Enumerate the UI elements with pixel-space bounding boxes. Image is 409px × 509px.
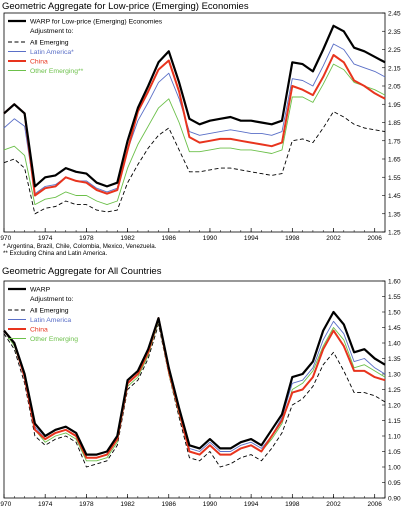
y-tick-label: 1.35: [388, 211, 401, 218]
series-line-other-emerging: [3, 63, 386, 206]
legend-label: WARP: [30, 287, 51, 294]
legend-label: Other Emerging: [30, 336, 78, 343]
y-tick-label: 1.55: [388, 294, 401, 301]
x-tick-label: 1978: [79, 235, 94, 242]
x-tick-label: 1990: [203, 501, 218, 508]
y-tick-label: 1.65: [388, 157, 401, 164]
x-tick-label: 1982: [120, 235, 135, 242]
legend-label: Other Emerging**: [30, 68, 84, 75]
y-tick-label: 1.45: [388, 193, 401, 200]
legend-label: China: [30, 327, 48, 334]
x-tick-label: 1994: [244, 235, 259, 242]
y-tick-label: 1.30: [388, 372, 401, 379]
y-tick-label: 1.75: [388, 138, 401, 145]
legend-title: Adjustment to:: [30, 28, 74, 35]
y-tick-label: 1.95: [388, 102, 401, 109]
x-tick-label: 1978: [79, 501, 94, 508]
y-tick-label: 1.35: [388, 356, 401, 363]
y-tick-label: 1.40: [388, 341, 401, 348]
x-tick-label: 1990: [203, 235, 218, 242]
y-tick-label: 1.25: [388, 230, 401, 237]
x-tick-label: 2006: [367, 235, 382, 242]
series-line-all-emerging: [3, 323, 386, 468]
x-tick-label: 2002: [326, 501, 341, 508]
y-tick-label: 1.15: [388, 418, 401, 425]
legend-title: Adjustment to:: [30, 296, 74, 303]
x-tick-label: 2002: [326, 235, 341, 242]
y-tick-label: 1.60: [388, 279, 401, 286]
x-tick-label: 1994: [244, 501, 259, 508]
y-tick-label: 1.55: [388, 175, 401, 182]
y-tick-label: 1.45: [388, 325, 401, 332]
series-line-china: [3, 54, 386, 197]
x-tick-label: 1986: [162, 501, 177, 508]
y-tick-label: 1.50: [388, 310, 401, 317]
x-tick-label: 1970: [0, 501, 12, 508]
series-line-all-emerging: [3, 111, 386, 215]
y-tick-label: 2.25: [388, 47, 401, 54]
y-tick-label: 2.15: [388, 65, 401, 72]
legend-label: All Emerging: [30, 308, 69, 315]
legend-label: China: [30, 59, 48, 66]
x-tick-label: 1982: [120, 501, 135, 508]
chart-low-price-economies: 1.25 1.35 1.45 1.55 1.65 1.75 1.85 1.95 2.05 2.15…: [0, 11, 401, 243]
y-tick-label: 1.05: [388, 449, 401, 456]
y-tick-label: 1.25: [388, 387, 401, 394]
x-tick-label: 1974: [38, 235, 53, 242]
legend-label: All Emerging: [30, 40, 69, 47]
footnote-other-emerging: ** Excluding China and Latin America.: [3, 250, 108, 257]
y-tick-label: 1.85: [388, 120, 401, 127]
y-tick-label: 1.00: [388, 465, 401, 472]
x-tick-label: 1998: [285, 235, 300, 242]
legend-label: Latin America*: [30, 49, 74, 56]
x-tick-label: 1974: [38, 501, 53, 508]
x-tick-label: 2006: [367, 501, 382, 508]
y-tick-label: 0.95: [388, 480, 401, 487]
x-tick-label: 1998: [285, 501, 300, 508]
y-tick-label: 2.35: [388, 29, 401, 36]
y-tick-label: 1.10: [388, 434, 401, 441]
x-tick-label: 1970: [0, 235, 12, 242]
series-line-warp: [3, 310, 386, 456]
series-line-warp-for-low-price-emerging-economies: [3, 24, 386, 188]
legend-label: Latin America: [30, 317, 71, 324]
legend-label: WARP for Low-price (Emerging) Economies: [30, 19, 163, 26]
x-tick-label: 1986: [162, 235, 177, 242]
y-tick-label: 2.45: [388, 11, 401, 18]
y-tick-label: 2.05: [388, 84, 401, 91]
footnote-latin-america: * Argentina, Brazil, Chile, Colombia, Me…: [3, 243, 157, 250]
series-line-china: [3, 317, 386, 459]
chart-title-top: Geometric Aggregate for Low-price (Emerg…: [2, 1, 249, 12]
chart-title-bottom: Geometric Aggregate for All Countries: [2, 266, 162, 277]
y-tick-label: 1.20: [388, 403, 401, 410]
y-tick-label: 0.90: [388, 496, 401, 503]
